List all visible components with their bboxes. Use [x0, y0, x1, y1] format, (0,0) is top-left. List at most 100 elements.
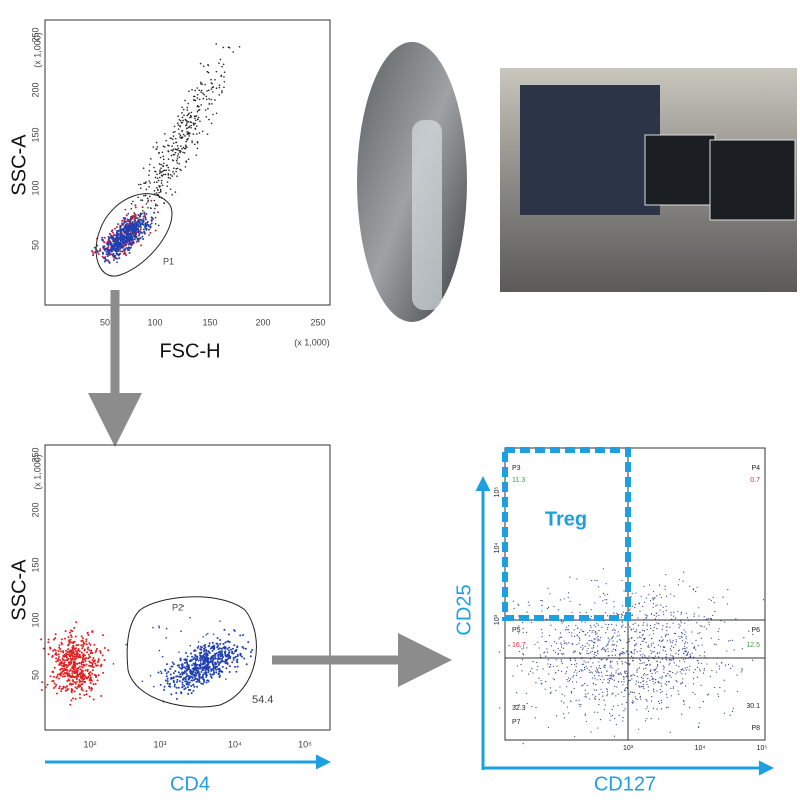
event-dot: [638, 686, 640, 688]
event-dot: [143, 211, 146, 214]
event-dot: [221, 657, 224, 660]
event-dot: [607, 650, 609, 653]
event-dot: [612, 648, 615, 650]
event-dot: [71, 646, 74, 649]
event-dot: [218, 86, 221, 89]
event-dot: [181, 116, 184, 119]
y-tick-label: 200: [30, 82, 40, 97]
event-dot: [579, 611, 581, 614]
event-dot: [208, 103, 211, 105]
event-dot: [106, 240, 109, 243]
event-dot: [646, 628, 648, 631]
event-dot: [590, 666, 592, 668]
event-dot: [158, 185, 160, 187]
event-dot: [42, 647, 45, 650]
event-dot: [81, 676, 84, 679]
event-dot: [651, 672, 653, 675]
event-dot: [60, 664, 63, 667]
event-dot: [665, 707, 668, 709]
event-dot: [51, 670, 54, 673]
event-dot: [630, 595, 632, 598]
event-dot: [594, 630, 596, 633]
event-dot: [158, 151, 160, 154]
event-dot: [82, 653, 85, 656]
event-dot: [596, 637, 598, 639]
event-dot: [162, 145, 165, 148]
event-dot: [210, 670, 213, 673]
event-dot: [85, 640, 88, 643]
event-dot: [617, 672, 619, 675]
event-dot: [615, 649, 617, 652]
event-dot: [585, 665, 587, 668]
event-dot: [124, 248, 127, 251]
event-dot: [665, 693, 668, 695]
event-dot: [219, 58, 222, 61]
event-dot: [181, 681, 184, 684]
event-dot: [622, 676, 625, 678]
event-dot: [127, 246, 130, 249]
event-dot: [173, 173, 176, 175]
event-dot: [637, 617, 639, 619]
event-dot: [598, 667, 600, 669]
event-dot: [653, 646, 656, 649]
event-dot: [63, 637, 66, 640]
event-dot: [687, 651, 690, 653]
event-dot: [672, 687, 674, 689]
event-dot: [105, 248, 108, 251]
event-dot: [660, 682, 662, 684]
event-dot: [672, 686, 674, 688]
event-dot: [626, 641, 628, 644]
event-dot: [649, 634, 651, 636]
event-dot: [108, 232, 111, 235]
event-dot: [73, 640, 76, 643]
event-dot: [47, 638, 50, 641]
event-dot: [82, 658, 85, 661]
event-dot: [629, 691, 632, 693]
event-dot: [206, 70, 209, 73]
event-dot: [621, 613, 623, 615]
event-dot: [74, 686, 77, 689]
event-dot: [150, 158, 152, 160]
event-dot: [190, 692, 193, 695]
event-dot: [171, 145, 173, 147]
event-dot: [176, 167, 179, 170]
event-dot: [90, 686, 93, 689]
event-dot: [178, 133, 180, 135]
event-dot: [102, 634, 105, 637]
event-dot: [143, 232, 146, 235]
event-dot: [102, 671, 105, 674]
event-dot: [625, 701, 628, 704]
quadrant-name: P5: [512, 627, 521, 634]
event-dot: [678, 649, 680, 651]
event-dot: [154, 204, 157, 207]
event-dot: [218, 647, 221, 650]
event-dot: [660, 699, 662, 702]
event-dot: [187, 683, 190, 686]
event-dot: [149, 182, 151, 184]
event-dot: [148, 169, 151, 172]
event-dot: [684, 673, 686, 675]
event-dot: [528, 604, 530, 606]
event-dot: [159, 683, 162, 686]
event-dot: [217, 672, 220, 675]
event-dot: [596, 671, 598, 673]
event-dot: [659, 688, 661, 691]
event-dot: [649, 600, 652, 602]
event-dot: [647, 644, 650, 646]
event-dot: [180, 630, 182, 632]
event-dot: [642, 605, 644, 607]
event-dot: [91, 250, 94, 253]
event-dot: [593, 624, 595, 626]
event-dot: [40, 689, 43, 692]
event-dot: [642, 677, 644, 680]
event-dot: [575, 669, 577, 671]
event-dot: [69, 662, 72, 665]
event-dot: [729, 639, 731, 642]
event-dot: [172, 676, 175, 679]
event-dot: [55, 657, 58, 660]
event-dot: [219, 620, 221, 622]
event-dot: [130, 208, 133, 210]
event-dot: [621, 651, 623, 653]
event-dot: [197, 118, 199, 121]
event-dot: [682, 648, 684, 650]
